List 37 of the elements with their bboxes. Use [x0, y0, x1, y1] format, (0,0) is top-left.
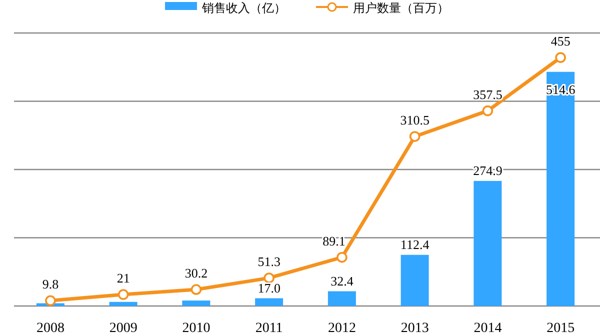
data-label: 89.1	[322, 233, 346, 248]
x-tick-label: 2013	[400, 321, 429, 336]
data-label: 455	[550, 34, 570, 49]
x-tick-label: 2015	[546, 321, 575, 336]
x-tick-label: 2014	[474, 321, 502, 336]
x-tick-label: 2012	[328, 321, 356, 336]
data-label: 51.3	[258, 254, 280, 269]
data-label: 112.4	[400, 236, 430, 252]
bar	[546, 72, 575, 306]
data-label: 32.4	[330, 273, 354, 288]
point	[482, 105, 494, 116]
point	[409, 131, 420, 142]
x-tick-label: 2011	[255, 321, 283, 336]
data-label: 274.9	[473, 162, 502, 178]
data-label: 30.2	[184, 266, 208, 281]
data-label: 21	[116, 270, 130, 286]
bar	[328, 291, 356, 306]
data-label: 9.8	[42, 276, 59, 292]
data-label: 310.5	[400, 112, 430, 128]
x-tick-label: 2010	[182, 321, 210, 336]
bar	[182, 300, 210, 306]
x-tick-label: 2009	[109, 321, 138, 336]
point	[336, 252, 348, 263]
data-label: 357.5	[473, 86, 502, 102]
legend-label: 销售收入（亿）	[201, 1, 286, 15]
point	[264, 272, 274, 284]
point	[190, 284, 202, 295]
legend-label: 用户数量（百万）	[353, 1, 449, 15]
bar	[400, 254, 429, 306]
bar	[474, 180, 502, 306]
point	[555, 52, 566, 63]
point	[45, 295, 56, 306]
data-label: 17.0	[258, 280, 280, 296]
bar	[255, 298, 284, 306]
bar	[109, 302, 138, 306]
point	[118, 289, 129, 300]
x-tick-label: 2008	[36, 321, 64, 336]
